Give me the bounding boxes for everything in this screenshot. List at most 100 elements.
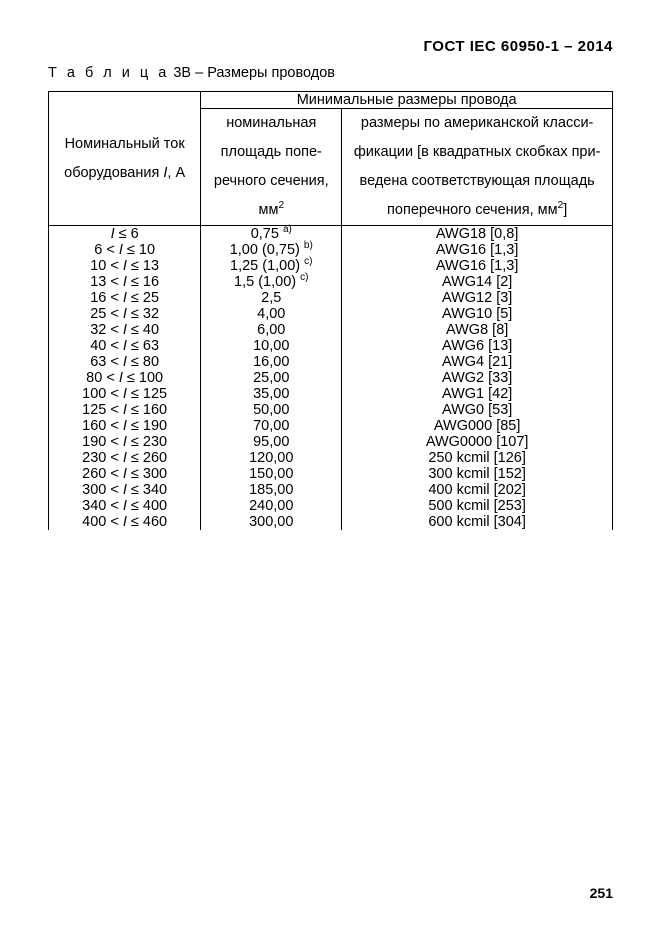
cell-range: 300 < I ≤ 340 bbox=[49, 482, 201, 498]
col3-l3: ведена соответствующая площадь bbox=[360, 173, 595, 189]
cell-range: I ≤ 6 bbox=[49, 226, 201, 243]
caption-spaced: Т а б л и ц а bbox=[48, 65, 169, 81]
cell-range: 230 < I ≤ 260 bbox=[49, 450, 201, 466]
table-row: 80 < I ≤ 10025,00AWG2 [33] bbox=[49, 370, 613, 386]
table-row: 340 < I ≤ 400240,00500 kcmil [253] bbox=[49, 498, 613, 514]
page-root: ГОСТ IEC 60950-1 – 2014 Т а б л и ц а 3B… bbox=[0, 0, 661, 935]
table-row: 6 < I ≤ 101,00 (0,75) b)AWG16 [1,3] bbox=[49, 242, 613, 258]
cell-awg: 500 kcmil [253] bbox=[342, 498, 613, 514]
cell-awg: AWG000 [85] bbox=[342, 418, 613, 434]
table-row: 13 < I ≤ 161,5 (1,00) c)AWG14 [2] bbox=[49, 274, 613, 290]
cell-area: 120,00 bbox=[201, 450, 342, 466]
cell-range: 340 < I ≤ 400 bbox=[49, 498, 201, 514]
cell-range: 63 < I ≤ 80 bbox=[49, 354, 201, 370]
wire-sizes-table: Номинальный ток оборудования I, А Минима… bbox=[48, 91, 613, 530]
cell-awg: 400 kcmil [202] bbox=[342, 482, 613, 498]
table-row: 25 < I ≤ 324,00AWG10 [5] bbox=[49, 306, 613, 322]
cell-range: 40 < I ≤ 63 bbox=[49, 338, 201, 354]
cell-area: 50,00 bbox=[201, 402, 342, 418]
cell-range: 260 < I ≤ 300 bbox=[49, 466, 201, 482]
cell-area: 0,75 a) bbox=[201, 226, 342, 243]
cell-awg: AWG0000 [107] bbox=[342, 434, 613, 450]
cell-area: 25,00 bbox=[201, 370, 342, 386]
table-row: 230 < I ≤ 260120,00250 kcmil [126] bbox=[49, 450, 613, 466]
cell-area: 1,5 (1,00) c) bbox=[201, 274, 342, 290]
table-row: 300 < I ≤ 340185,00400 kcmil [202] bbox=[49, 482, 613, 498]
col1-line2: оборудования bbox=[64, 165, 159, 181]
cell-range: 13 < I ≤ 16 bbox=[49, 274, 201, 290]
table-row: I ≤ 60,75 a)AWG18 [0,8] bbox=[49, 226, 613, 243]
cell-awg: AWG6 [13] bbox=[342, 338, 613, 354]
table-body: I ≤ 60,75 a)AWG18 [0,8]6 < I ≤ 101,00 (0… bbox=[49, 226, 613, 531]
col3-l1: размеры по американской класси- bbox=[361, 115, 594, 131]
cell-awg: AWG8 [8] bbox=[342, 322, 613, 338]
col3-header: размеры по американской класси- фикации … bbox=[342, 109, 613, 226]
cell-awg: AWG16 [1,3] bbox=[342, 258, 613, 274]
cell-area: 6,00 bbox=[201, 322, 342, 338]
group-header: Минимальные размеры провода bbox=[201, 92, 613, 109]
col1-line1: Номинальный ток bbox=[65, 136, 185, 152]
page-number: 251 bbox=[590, 885, 613, 901]
cell-range: 32 < I ≤ 40 bbox=[49, 322, 201, 338]
cell-awg: AWG2 [33] bbox=[342, 370, 613, 386]
col2-unit-base: мм bbox=[259, 202, 279, 218]
cell-area: 70,00 bbox=[201, 418, 342, 434]
col2-l2: площадь попе- bbox=[221, 144, 322, 160]
cell-area: 10,00 bbox=[201, 338, 342, 354]
cell-range: 25 < I ≤ 32 bbox=[49, 306, 201, 322]
cell-awg: AWG16 [1,3] bbox=[342, 242, 613, 258]
col2-header: номинальная площадь попе- речного сечени… bbox=[201, 109, 342, 226]
col1-header: Номинальный ток оборудования I, А bbox=[49, 92, 201, 226]
cell-area: 1,25 (1,00) c) bbox=[201, 258, 342, 274]
table-row: 400 < I ≤ 460300,00600 kcmil [304] bbox=[49, 514, 613, 530]
cell-range: 80 < I ≤ 100 bbox=[49, 370, 201, 386]
col2-unit-sup: 2 bbox=[278, 200, 284, 211]
table-row: 32 < I ≤ 406,00AWG8 [8] bbox=[49, 322, 613, 338]
col2-l1: номинальная bbox=[226, 115, 316, 131]
col2-l3: речного сечения, bbox=[214, 173, 329, 189]
cell-range: 10 < I ≤ 13 bbox=[49, 258, 201, 274]
cell-range: 100 < I ≤ 125 bbox=[49, 386, 201, 402]
cell-range: 16 < I ≤ 25 bbox=[49, 290, 201, 306]
col3-l4: поперечного сечения, мм bbox=[387, 202, 558, 218]
table-row: 100 < I ≤ 12535,00AWG1 [42] bbox=[49, 386, 613, 402]
cell-range: 6 < I ≤ 10 bbox=[49, 242, 201, 258]
cell-awg: AWG1 [42] bbox=[342, 386, 613, 402]
table-row: 125 < I ≤ 16050,00AWG0 [53] bbox=[49, 402, 613, 418]
cell-awg: AWG4 [21] bbox=[342, 354, 613, 370]
cell-awg: AWG10 [5] bbox=[342, 306, 613, 322]
cell-awg: 600 kcmil [304] bbox=[342, 514, 613, 530]
table-row: 10 < I ≤ 131,25 (1,00) c)AWG16 [1,3] bbox=[49, 258, 613, 274]
doc-code: ГОСТ IEC 60950-1 – 2014 bbox=[48, 38, 613, 55]
cell-area: 1,00 (0,75) b) bbox=[201, 242, 342, 258]
cell-area: 185,00 bbox=[201, 482, 342, 498]
table-row: 260 < I ≤ 300150,00300 kcmil [152] bbox=[49, 466, 613, 482]
table-row: 160 < I ≤ 19070,00AWG000 [85] bbox=[49, 418, 613, 434]
col1-var: I bbox=[163, 165, 167, 181]
col1-unit: А bbox=[175, 165, 185, 181]
table-row: 16 < I ≤ 252,5AWG12 [3] bbox=[49, 290, 613, 306]
col3-close: ] bbox=[563, 202, 567, 218]
cell-range: 125 < I ≤ 160 bbox=[49, 402, 201, 418]
table-head: Номинальный ток оборудования I, А Минима… bbox=[49, 92, 613, 226]
col3-l2: фикации [в квадратных скобках при- bbox=[354, 144, 601, 160]
cell-area: 300,00 bbox=[201, 514, 342, 530]
cell-area: 150,00 bbox=[201, 466, 342, 482]
table-row: 63 < I ≤ 8016,00AWG4 [21] bbox=[49, 354, 613, 370]
table-caption: Т а б л и ц а 3B – Размеры проводов bbox=[48, 65, 613, 81]
cell-area: 16,00 bbox=[201, 354, 342, 370]
caption-rest: 3B – Размеры проводов bbox=[169, 65, 335, 81]
cell-awg: AWG12 [3] bbox=[342, 290, 613, 306]
cell-awg: AWG18 [0,8] bbox=[342, 226, 613, 243]
cell-area: 2,5 bbox=[201, 290, 342, 306]
cell-area: 35,00 bbox=[201, 386, 342, 402]
cell-area: 240,00 bbox=[201, 498, 342, 514]
cell-awg: AWG0 [53] bbox=[342, 402, 613, 418]
table-row: 40 < I ≤ 6310,00AWG6 [13] bbox=[49, 338, 613, 354]
table-row: 190 < I ≤ 23095,00AWG0000 [107] bbox=[49, 434, 613, 450]
cell-awg: 250 kcmil [126] bbox=[342, 450, 613, 466]
cell-area: 4,00 bbox=[201, 306, 342, 322]
cell-awg: 300 kcmil [152] bbox=[342, 466, 613, 482]
cell-area: 95,00 bbox=[201, 434, 342, 450]
cell-range: 190 < I ≤ 230 bbox=[49, 434, 201, 450]
